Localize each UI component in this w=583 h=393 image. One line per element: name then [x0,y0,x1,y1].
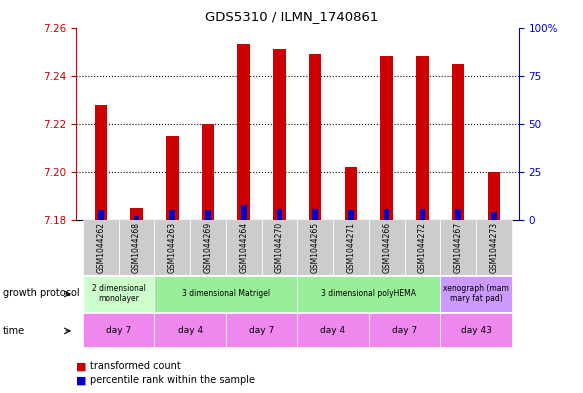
Text: growth protocol: growth protocol [3,288,79,298]
Text: day 7: day 7 [392,326,417,334]
Text: ■: ■ [76,361,86,371]
Text: xenograph (mam
mary fat pad): xenograph (mam mary fat pad) [443,284,509,303]
Bar [487,172,500,220]
Bar [416,56,429,220]
Text: 2 dimensional
monolayer: 2 dimensional monolayer [92,284,146,303]
Bar [297,313,369,347]
Bar [297,276,440,312]
Bar [98,210,104,220]
Text: ■: ■ [76,375,86,386]
Bar [166,136,178,220]
Bar [348,210,354,220]
Bar [333,220,369,275]
Bar [83,276,154,312]
Text: GSM1044271: GSM1044271 [346,222,356,273]
Text: GSM1044266: GSM1044266 [382,222,391,273]
Text: GSM1044272: GSM1044272 [418,222,427,273]
Bar [440,220,476,275]
Bar [205,210,211,220]
Bar [312,209,318,220]
Text: percentile rank within the sample: percentile rank within the sample [90,375,255,386]
Bar [170,210,175,220]
Bar [277,209,282,220]
Bar [83,220,119,275]
Bar [405,220,440,275]
Bar [226,313,297,347]
Bar [94,105,107,220]
Bar [130,208,143,220]
Bar [237,44,250,220]
Bar [452,64,465,220]
Text: GSM1044264: GSM1044264 [239,222,248,273]
Text: GSM1044268: GSM1044268 [132,222,141,273]
Bar [119,220,154,275]
Bar [83,313,154,347]
Bar [154,276,297,312]
Text: day 7: day 7 [249,326,274,334]
Text: day 43: day 43 [461,326,491,334]
Text: day 4: day 4 [178,326,203,334]
Bar [420,209,425,220]
Bar [154,220,190,275]
Bar [455,209,461,220]
Bar [297,220,333,275]
Text: GSM1044265: GSM1044265 [311,222,319,273]
Text: GSM1044267: GSM1044267 [454,222,463,273]
Text: time: time [3,326,25,336]
Bar [202,124,215,220]
Text: 3 dimensional polyHEMA: 3 dimensional polyHEMA [321,289,416,298]
Bar [440,313,512,347]
Text: 3 dimensional Matrigel: 3 dimensional Matrigel [182,289,270,298]
Text: GSM1044270: GSM1044270 [275,222,284,273]
Bar [491,212,497,220]
Text: GSM1044273: GSM1044273 [489,222,498,273]
Bar [241,205,247,220]
Bar [381,56,393,220]
Bar [190,220,226,275]
Bar [226,220,262,275]
Text: GSM1044262: GSM1044262 [96,222,106,273]
Bar [154,313,226,347]
Text: GSM1044269: GSM1044269 [203,222,212,273]
Text: GDS5310 / ILMN_1740861: GDS5310 / ILMN_1740861 [205,10,378,23]
Text: day 7: day 7 [106,326,131,334]
Bar [369,313,440,347]
Bar [345,167,357,220]
Bar [369,220,405,275]
Bar [262,220,297,275]
Text: day 4: day 4 [321,326,346,334]
Text: transformed count: transformed count [90,361,181,371]
Bar [476,220,512,275]
Bar [440,276,512,312]
Text: GSM1044263: GSM1044263 [168,222,177,273]
Bar [309,54,321,220]
Bar [134,216,139,220]
Bar [384,209,389,220]
Bar [273,49,286,220]
